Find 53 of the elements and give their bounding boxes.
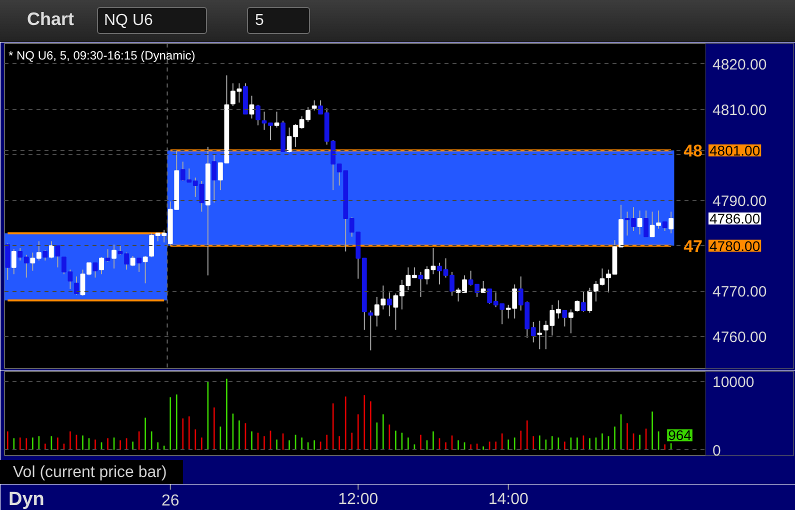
candlestick (368, 310, 374, 351)
y-tick-label: 4770.00 (712, 284, 767, 301)
candlestick (668, 211, 674, 234)
candlestick (662, 221, 668, 232)
y-tick-label: 4780.00 (710, 238, 760, 254)
candlestick (105, 248, 110, 262)
candlestick (92, 262, 98, 278)
candlestick (142, 256, 148, 284)
data-label: 964 (668, 427, 692, 444)
candlestick (42, 250, 48, 262)
candlestick (274, 111, 280, 128)
candlestick (537, 320, 542, 350)
x-tick-label: 26 (161, 492, 180, 510)
text: 5 (255, 11, 264, 30)
legend-label: 47 (684, 236, 703, 256)
candlestick (312, 100, 317, 112)
candlestick (112, 244, 116, 269)
candlestick (480, 280, 486, 293)
candlestick (136, 258, 142, 272)
candlestick (99, 256, 104, 275)
y-tick-label: 4760.00 (712, 329, 767, 346)
candlestick (256, 104, 260, 126)
x-tick-label: 12:00 (338, 491, 378, 508)
candlestick (574, 300, 580, 312)
candlestick (581, 290, 586, 312)
y-tick-label: 4810.00 (712, 102, 767, 119)
candlestick (568, 308, 574, 334)
text: * NQ U6, 5, 09:30-16:15 (Dynamic) (8, 48, 196, 62)
candlestick (5, 243, 10, 280)
legend-label: 48 (684, 141, 703, 160)
candlestick (212, 154, 217, 204)
candlestick (74, 276, 79, 296)
y-tick-label: 4790.00 (712, 192, 767, 210)
text: 4786.00 (710, 210, 760, 226)
candlestick (249, 95, 254, 119)
candlestick (562, 310, 568, 327)
y-tick-label: 10000 (712, 374, 754, 391)
x-tick-label: 14:00 (488, 491, 528, 508)
candlestick (55, 245, 60, 268)
y-tick-label: 4801.00 (710, 142, 760, 158)
candlestick (11, 248, 16, 275)
text: Dyn (8, 489, 44, 510)
y-tick-label: 4820.00 (712, 56, 767, 74)
candlestick (386, 292, 392, 317)
text: Chart (27, 9, 74, 29)
text: Vol (current price bar) (13, 463, 167, 482)
candlestick (637, 210, 642, 235)
candlestick (644, 210, 648, 238)
candlestick (130, 256, 136, 267)
candlestick (587, 287, 592, 314)
candlestick (49, 240, 54, 259)
text: NQ U6 (104, 11, 153, 30)
y-tick-label: 0 (712, 442, 721, 460)
